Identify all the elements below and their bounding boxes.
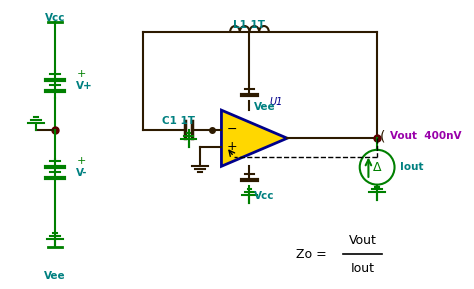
- Text: C1 1T: C1 1T: [163, 116, 195, 126]
- Text: Vcc: Vcc: [45, 12, 65, 23]
- Text: Vee: Vee: [255, 102, 276, 112]
- Text: V+: V+: [76, 81, 93, 91]
- Text: Iout: Iout: [351, 262, 374, 275]
- Text: V-: V-: [76, 168, 88, 178]
- Text: (: (: [380, 129, 385, 143]
- Text: L1 1T: L1 1T: [234, 20, 265, 30]
- Polygon shape: [221, 110, 287, 166]
- Text: Iout: Iout: [401, 162, 424, 172]
- Text: +: +: [227, 140, 237, 153]
- Text: U1: U1: [269, 97, 283, 107]
- Text: Vcc: Vcc: [255, 191, 275, 201]
- Text: −: −: [227, 123, 237, 136]
- Text: Vout: Vout: [349, 234, 376, 247]
- Text: Δ: Δ: [373, 161, 382, 174]
- Text: +: +: [76, 69, 86, 79]
- Text: +: +: [76, 156, 86, 166]
- Text: Vout  400nV: Vout 400nV: [390, 131, 461, 141]
- Text: Vee: Vee: [44, 271, 66, 281]
- Text: Zo =: Zo =: [296, 248, 331, 261]
